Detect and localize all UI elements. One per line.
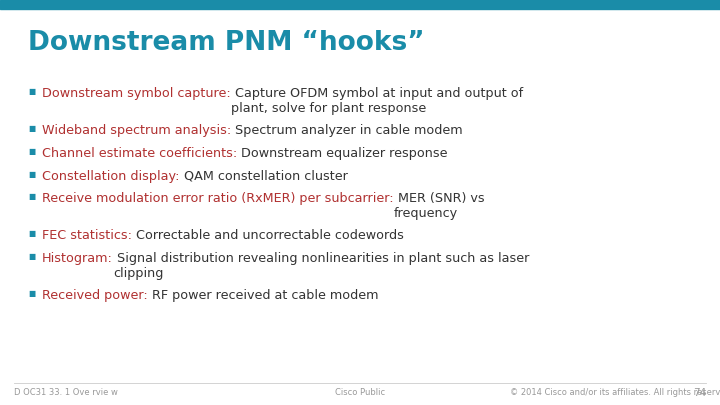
Text: D OC31 33. 1 Ove rvie w: D OC31 33. 1 Ove rvie w (14, 388, 118, 397)
Text: Signal distribution revealing nonlinearities in plant such as laser
clipping: Signal distribution revealing nonlineari… (113, 252, 529, 280)
Text: Constellation display:: Constellation display: (42, 170, 179, 183)
Text: 74: 74 (693, 388, 706, 398)
Text: Channel estimate coefficients:: Channel estimate coefficients: (42, 147, 238, 160)
Text: Downstream equalizer response: Downstream equalizer response (238, 147, 448, 160)
Text: Histogram:: Histogram: (42, 252, 113, 265)
Text: Downstream PNM “hooks”: Downstream PNM “hooks” (28, 30, 425, 56)
Text: ■: ■ (28, 147, 35, 156)
Text: Spectrum analyzer in cable modem: Spectrum analyzer in cable modem (231, 124, 463, 137)
Text: Cisco Public: Cisco Public (335, 388, 385, 397)
Text: ■: ■ (28, 124, 35, 133)
Text: QAM constellation cluster: QAM constellation cluster (179, 170, 347, 183)
Text: Wideband spectrum analysis:: Wideband spectrum analysis: (42, 124, 231, 137)
Text: Downstream symbol capture:: Downstream symbol capture: (42, 87, 230, 100)
Text: Received power:: Received power: (42, 289, 148, 302)
Text: Capture OFDM symbol at input and output of
plant, solve for plant response: Capture OFDM symbol at input and output … (230, 87, 523, 115)
Bar (0, 0, 720, 9)
Text: MER (SNR) vs
frequency: MER (SNR) vs frequency (394, 192, 485, 220)
Text: RF power received at cable modem: RF power received at cable modem (148, 289, 378, 302)
Text: ■: ■ (28, 252, 35, 261)
Text: Receive modulation error ratio (RxMER) per subcarrier:: Receive modulation error ratio (RxMER) p… (42, 192, 394, 205)
Text: ■: ■ (28, 87, 35, 96)
Text: © 2014 Cisco and/or its affiliates. All rights reserved.: © 2014 Cisco and/or its affiliates. All … (510, 388, 720, 397)
Text: ■: ■ (28, 289, 35, 298)
Text: FEC statistics:: FEC statistics: (42, 229, 132, 242)
Text: ■: ■ (28, 192, 35, 201)
Text: ■: ■ (28, 170, 35, 179)
Text: Correctable and uncorrectable codewords: Correctable and uncorrectable codewords (132, 229, 404, 242)
Text: ■: ■ (28, 229, 35, 238)
